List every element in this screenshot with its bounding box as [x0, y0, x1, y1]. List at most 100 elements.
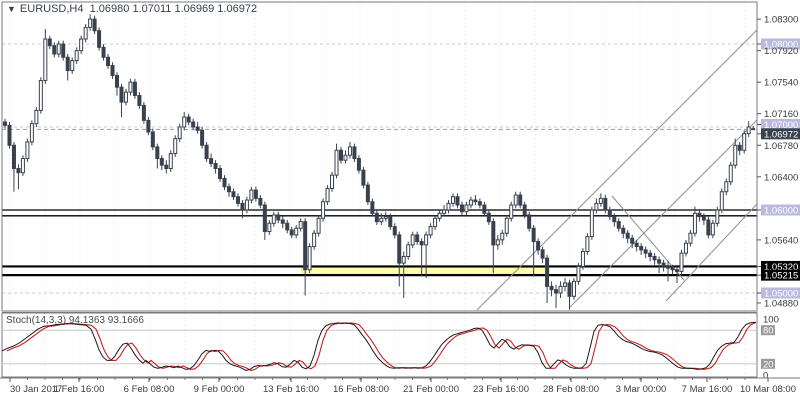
main-pane-border — [1, 1, 758, 312]
candle-body — [675, 269, 679, 272]
candle-body — [209, 158, 214, 165]
candle-body — [504, 217, 509, 234]
candle-body — [339, 149, 343, 161]
candle-body — [746, 126, 751, 135]
trendline-2[interactable] — [665, 203, 757, 302]
collapse-chart-icon[interactable]: ▼ — [7, 4, 16, 14]
price-axis-label: 1.06000 — [764, 206, 798, 217]
price-label-badge — [761, 269, 800, 281]
candle-body — [549, 285, 554, 291]
support-zone-rectangle[interactable] — [301, 266, 550, 275]
candle-body — [437, 212, 442, 219]
candle-body — [473, 199, 478, 203]
candle-body — [289, 229, 294, 236]
candle-body — [352, 146, 357, 160]
trendline-1[interactable] — [568, 119, 757, 309]
candle-body — [706, 219, 711, 236]
candle-body — [200, 129, 205, 146]
candle-body — [666, 265, 671, 269]
candle-body — [195, 126, 200, 131]
time-axis-label[interactable]: 7 Mar 16:00 — [682, 384, 733, 395]
candle-body — [468, 199, 473, 206]
candle-body — [589, 209, 594, 238]
candle-body — [522, 204, 527, 216]
time-axis-label[interactable]: 9 Feb 00:00 — [194, 384, 245, 395]
candle-body — [47, 38, 52, 47]
candle-body — [379, 217, 384, 223]
candle-body — [482, 204, 487, 214]
candle-body — [625, 232, 630, 239]
time-axis-label[interactable]: 16 Feb 08:00 — [333, 384, 389, 395]
price-axis-label: 1.04880 — [764, 298, 798, 309]
candle-body — [683, 242, 688, 254]
stoch-label-badge — [761, 358, 775, 369]
price-axis-label: 1.06400 — [764, 172, 798, 183]
candle-body — [285, 222, 290, 231]
candle-body — [298, 221, 303, 229]
candle-body — [576, 265, 581, 282]
time-axis-label[interactable]: 10 Mar 08:00 — [740, 384, 796, 395]
time-axis-label[interactable]: 30 Jan 2017 — [10, 384, 62, 395]
candle-body — [424, 234, 429, 246]
candle-body — [361, 169, 366, 186]
price-label-badge — [761, 204, 800, 216]
price-label-badge — [761, 38, 800, 50]
candle-body — [365, 184, 370, 203]
candle-body — [173, 138, 178, 155]
candle-body — [177, 126, 182, 140]
time-axis-label[interactable]: 13 Feb 16:00 — [263, 384, 319, 395]
ohlc-high: 1.07011 — [132, 3, 172, 15]
candle-body — [123, 91, 128, 103]
candle-body — [312, 232, 317, 248]
time-axis-label[interactable]: 1 Feb 16:00 — [54, 384, 105, 395]
candle-body — [571, 280, 576, 297]
candle-body — [316, 217, 321, 234]
candle-body — [692, 212, 697, 234]
time-axis-label[interactable]: 23 Feb 16:00 — [473, 384, 529, 395]
time-axis-label[interactable]: 6 Feb 08:00 — [124, 384, 175, 395]
candle-body — [567, 282, 572, 297]
time-axis-label[interactable]: 21 Feb 00:00 — [403, 384, 459, 395]
candle-body — [249, 189, 254, 201]
time-axis-label[interactable]: 28 Feb 08:00 — [543, 384, 599, 395]
price-axis-label: 1.07540 — [764, 78, 798, 89]
candle-body — [356, 158, 361, 171]
candle-body — [43, 38, 48, 82]
price-axis-label: 1.05640 — [764, 235, 798, 246]
candle-body — [213, 163, 218, 170]
candle-body — [374, 212, 379, 223]
candle-body — [728, 164, 733, 183]
candle-body — [115, 75, 119, 88]
candle-body — [715, 209, 720, 224]
ohlc-open: 1.06980 — [89, 3, 130, 15]
candle-body — [74, 50, 79, 62]
candle-body — [392, 226, 397, 236]
trendline-3[interactable] — [611, 195, 685, 281]
candle-body — [540, 249, 545, 259]
candle-body — [536, 241, 541, 251]
candle-body — [334, 149, 339, 176]
trendline-0[interactable] — [476, 29, 757, 311]
time-axis-label[interactable]: 3 Mar 00:00 — [616, 384, 667, 395]
price-axis-label: 1.07000 — [764, 120, 798, 131]
candle-body — [657, 259, 662, 264]
candle-body — [262, 204, 267, 233]
candle-body — [621, 227, 626, 234]
candle-body — [607, 209, 612, 218]
candle-body — [630, 237, 635, 244]
price-label-badge — [761, 260, 800, 272]
candle-body — [106, 56, 111, 67]
candle-body — [406, 244, 411, 257]
ohlc-close: 1.06972 — [217, 3, 258, 15]
candle-body — [751, 128, 756, 131]
candle-body — [513, 194, 518, 206]
candle-body — [652, 255, 657, 261]
candle-body — [204, 144, 209, 160]
candle-body — [491, 221, 496, 246]
candle-body — [719, 191, 724, 211]
candle-body — [612, 216, 617, 223]
candle-body — [56, 43, 61, 55]
candle-body — [433, 217, 438, 228]
